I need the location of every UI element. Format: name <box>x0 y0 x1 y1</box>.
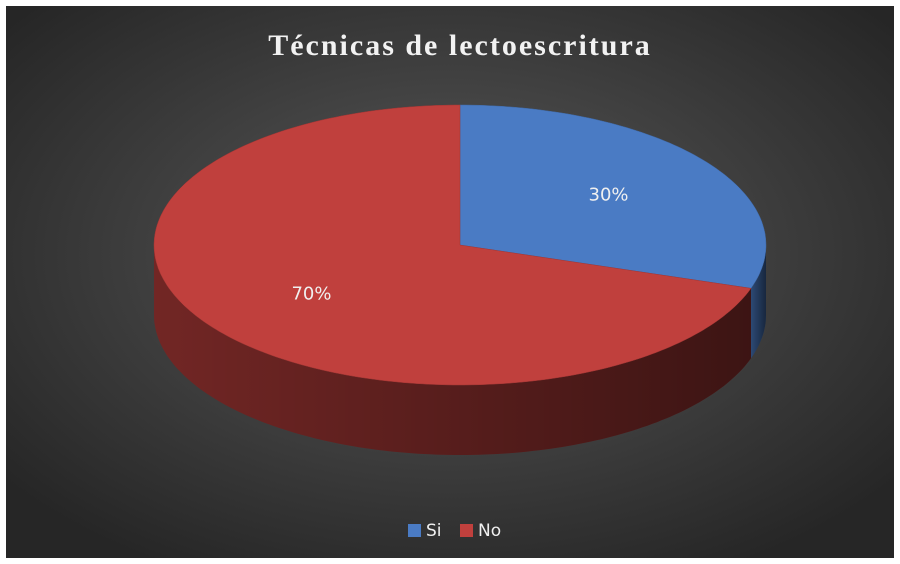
data-label: 30% <box>589 185 629 206</box>
legend-label: Si <box>426 521 442 541</box>
legend-swatch <box>408 524 421 537</box>
legend-label: No <box>478 521 501 541</box>
pie-side-shade <box>154 245 751 455</box>
data-label: 70% <box>291 283 331 304</box>
pie-slice <box>459 104 767 289</box>
chart-title: Técnicas de lectoescritura <box>268 29 652 62</box>
pie-side-shade <box>751 245 766 359</box>
legend-swatch <box>460 524 473 537</box>
pie-slice <box>153 104 752 386</box>
